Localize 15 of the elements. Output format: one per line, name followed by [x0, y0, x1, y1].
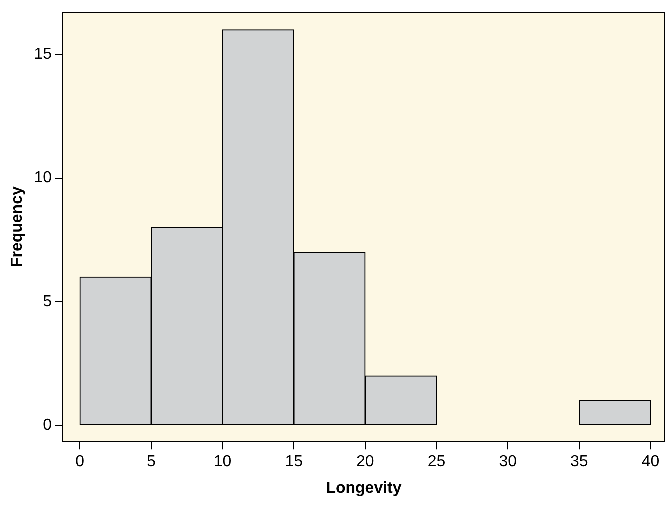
x-tick-label: 0 — [76, 454, 85, 471]
x-tick-label: 20 — [356, 454, 374, 471]
x-axis-title: Longevity — [326, 480, 402, 497]
x-tick-label: 15 — [285, 454, 304, 471]
x-tick-label: 10 — [214, 454, 232, 471]
y-tick-label: 0 — [43, 416, 52, 434]
x-tick-label: 40 — [642, 454, 660, 471]
y-tick-label: 10 — [34, 170, 52, 187]
x-tick-label: 30 — [499, 454, 518, 471]
y-tick-label: 5 — [43, 293, 52, 310]
x-tick-label: 25 — [428, 454, 446, 471]
x-tick-label: 5 — [146, 454, 156, 471]
y-axis-title: Frequency — [9, 186, 26, 268]
x-tick-label: 35 — [570, 454, 588, 471]
y-tick-label: 15 — [34, 46, 52, 64]
